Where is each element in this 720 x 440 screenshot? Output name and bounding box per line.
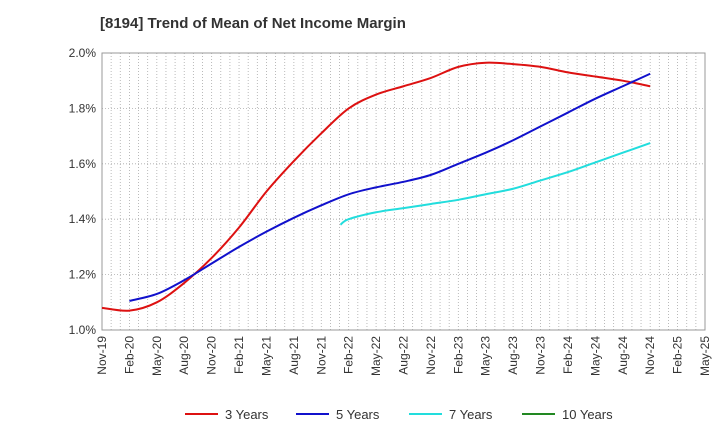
x-tick-label: Feb-20 bbox=[122, 336, 136, 374]
x-tick-label: Feb-22 bbox=[342, 336, 356, 374]
x-tick-label: May-25 bbox=[698, 336, 712, 376]
x-tick-label: Nov-22 bbox=[424, 336, 438, 375]
legend-label: 5 Years bbox=[336, 407, 380, 422]
x-tick-label: Nov-23 bbox=[534, 336, 548, 375]
series-line-7-years bbox=[339, 142, 651, 226]
x-tick-label: May-24 bbox=[588, 336, 602, 376]
x-tick-label: Feb-23 bbox=[451, 336, 465, 374]
y-tick-label: 1.8% bbox=[69, 101, 97, 115]
chart-title: [8194] Trend of Mean of Net Income Margi… bbox=[100, 15, 406, 32]
y-tick-label: 1.0% bbox=[69, 323, 97, 337]
x-tick-label: Nov-24 bbox=[643, 336, 657, 375]
x-tick-label: May-23 bbox=[479, 336, 493, 376]
x-tick-label: Aug-22 bbox=[397, 336, 411, 375]
plot-border bbox=[101, 52, 706, 331]
x-tick-label: Feb-24 bbox=[561, 336, 575, 374]
x-tick-label: Nov-21 bbox=[314, 336, 328, 375]
x-tick-label: Nov-19 bbox=[95, 336, 109, 375]
y-tick-label: 1.6% bbox=[69, 157, 97, 171]
x-tick-label: May-22 bbox=[369, 336, 383, 376]
y-tick-label: 1.4% bbox=[69, 212, 97, 226]
x-tick-label: May-21 bbox=[259, 336, 273, 376]
x-tick-label: Aug-21 bbox=[287, 336, 301, 375]
series-line-5-years bbox=[129, 72, 651, 302]
legend-label: 3 Years bbox=[225, 407, 269, 422]
x-tick-label: Nov-20 bbox=[205, 336, 219, 375]
x-tick-label: Aug-24 bbox=[616, 336, 630, 375]
legend-label: 7 Years bbox=[449, 407, 493, 422]
x-tick-label: Feb-25 bbox=[671, 336, 685, 374]
y-tick-label: 2.0% bbox=[69, 46, 97, 60]
x-tick-label: Feb-21 bbox=[232, 336, 246, 374]
y-tick-label: 1.2% bbox=[69, 268, 97, 282]
x-tick-label: May-20 bbox=[150, 336, 164, 376]
legend-label: 10 Years bbox=[562, 407, 613, 422]
x-tick-label: Aug-20 bbox=[177, 336, 191, 375]
x-tick-label: Aug-23 bbox=[506, 336, 520, 375]
